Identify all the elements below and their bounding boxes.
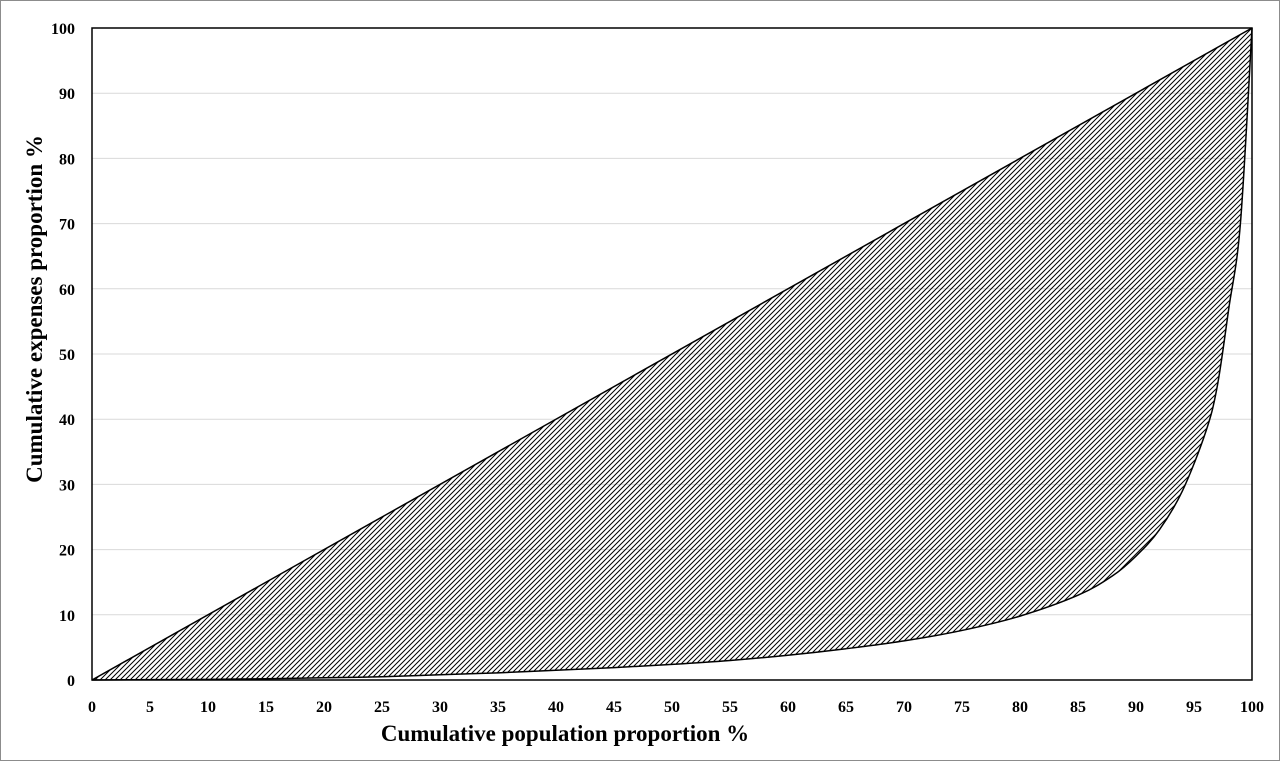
- y-tick-label: 100: [51, 21, 75, 38]
- x-tick-label: 45: [606, 699, 622, 716]
- x-tick-label: 50: [664, 699, 680, 716]
- x-tick-label: 30: [432, 699, 448, 716]
- x-tick-label: 70: [896, 699, 912, 716]
- x-tick-label: 80: [1012, 699, 1028, 716]
- y-tick-label: 60: [59, 282, 75, 299]
- y-tick-label: 70: [59, 217, 75, 234]
- x-tick-label: 90: [1128, 699, 1144, 716]
- y-tick-label: 80: [59, 151, 75, 168]
- y-tick-label: 50: [59, 347, 75, 364]
- y-tick-label: 0: [67, 673, 75, 690]
- y-tick-label: 20: [59, 543, 75, 560]
- x-tick-label: 75: [954, 699, 970, 716]
- y-tick-label: 10: [59, 608, 75, 625]
- y-axis-title: Cumulative expenses proportion %: [22, 135, 47, 483]
- x-tick-label: 5: [146, 699, 154, 716]
- x-tick-label: 25: [374, 699, 390, 716]
- y-tick-label: 90: [59, 86, 75, 103]
- y-tick-label: 30: [59, 477, 75, 494]
- x-tick-label: 100: [1240, 699, 1264, 716]
- x-tick-label: 35: [490, 699, 506, 716]
- x-tick-label: 20: [316, 699, 332, 716]
- x-tick-labels: 0 5 10 15 20 25 30 35 40 45 50 55 60 65 70 75 80 85 90 95 10…: [88, 699, 1264, 716]
- y-tick-labels: 0 10 20 30 40 50 60 70 80 90 100: [51, 21, 75, 690]
- x-tick-label: 95: [1186, 699, 1202, 716]
- x-tick-label: 55: [722, 699, 738, 716]
- x-tick-label: 65: [838, 699, 854, 716]
- x-tick-label: 85: [1070, 699, 1086, 716]
- x-tick-label: 15: [258, 699, 274, 716]
- x-tick-label: 10: [200, 699, 216, 716]
- x-tick-label: 0: [88, 699, 96, 716]
- x-tick-label: 40: [548, 699, 564, 716]
- x-tick-label: 60: [780, 699, 796, 716]
- equality-line: [91, 27, 1253, 681]
- plot-area-border: [91, 27, 1253, 681]
- x-axis-title: Cumulative population proportion %: [381, 721, 749, 746]
- lorenz-curve: [91, 27, 1253, 681]
- y-tick-label: 40: [59, 412, 75, 429]
